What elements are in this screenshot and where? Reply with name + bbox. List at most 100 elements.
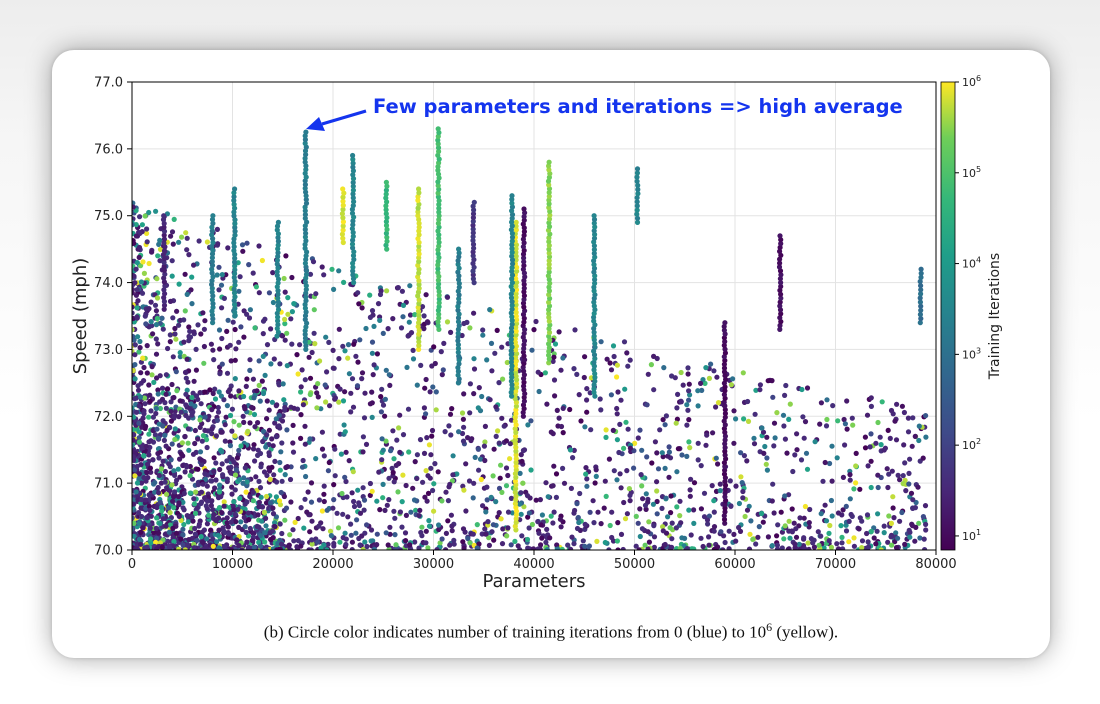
data-point (864, 412, 871, 418)
data-point (435, 137, 441, 143)
data-point (219, 449, 225, 455)
data-point (198, 457, 205, 463)
data-point (282, 289, 288, 295)
data-point (893, 530, 899, 536)
data-point (496, 485, 503, 491)
data-point (147, 525, 153, 531)
data-point (240, 248, 246, 254)
data-point (261, 509, 267, 515)
data-point (262, 530, 269, 536)
data-point (178, 409, 184, 415)
data-point (313, 456, 319, 462)
data-point (257, 398, 263, 404)
data-point (621, 445, 627, 451)
data-point (645, 546, 651, 550)
data-point (695, 403, 701, 409)
data-point (542, 370, 549, 376)
data-point (415, 197, 421, 203)
data-point (591, 220, 597, 226)
data-point (256, 358, 262, 364)
data-point (546, 269, 552, 275)
data-point (315, 381, 321, 387)
data-point (186, 252, 192, 258)
data-point (395, 285, 401, 291)
x-tick-label: 10000 (212, 557, 253, 572)
data-point (161, 298, 167, 305)
data-point (161, 302, 168, 308)
data-point (362, 539, 368, 545)
data-point (403, 512, 409, 519)
data-point (247, 307, 253, 313)
data-point (384, 199, 390, 205)
data-point (328, 533, 334, 539)
data-point (615, 520, 621, 526)
data-point (148, 540, 154, 546)
data-point (700, 377, 706, 383)
data-point (386, 372, 392, 378)
data-point (251, 442, 257, 448)
data-point (231, 244, 237, 250)
data-point (721, 392, 728, 398)
data-point (456, 361, 462, 367)
data-point (801, 545, 808, 550)
data-point (349, 376, 356, 382)
data-point (499, 415, 505, 421)
data-point (242, 405, 248, 412)
data-point (143, 497, 149, 503)
data-point (674, 416, 681, 422)
data-point (242, 524, 248, 530)
data-point (303, 286, 309, 293)
data-point (289, 309, 295, 315)
data-point (184, 247, 190, 253)
data-point (429, 433, 435, 439)
data-point (546, 242, 552, 249)
data-point (686, 439, 692, 445)
data-point (302, 185, 308, 191)
data-point (320, 526, 326, 532)
data-point (361, 497, 368, 503)
data-point (449, 406, 455, 412)
data-point (302, 159, 308, 165)
data-point (232, 301, 238, 308)
data-point (279, 541, 285, 547)
data-point (635, 520, 641, 526)
data-point (161, 232, 167, 238)
data-point (426, 523, 433, 529)
data-point (556, 415, 562, 421)
data-point (252, 458, 258, 464)
data-point (765, 378, 771, 384)
data-point (186, 415, 192, 421)
data-point (822, 502, 828, 508)
data-point (771, 510, 777, 516)
data-point (778, 291, 784, 297)
data-point (512, 339, 519, 345)
data-point (918, 287, 924, 293)
data-point (678, 520, 684, 526)
data-point (508, 336, 514, 343)
data-point (455, 368, 461, 374)
data-point (431, 344, 437, 350)
data-point (288, 464, 294, 470)
data-point (614, 538, 621, 544)
data-point (521, 232, 527, 238)
data-point (326, 459, 332, 466)
data-point (489, 529, 495, 535)
data-point (520, 480, 526, 486)
data-point (386, 497, 392, 503)
data-point (546, 258, 552, 264)
data-point (279, 478, 285, 484)
data-point (176, 239, 182, 245)
data-point (662, 541, 668, 548)
data-point (916, 520, 922, 526)
data-point (752, 411, 758, 417)
data-point (413, 507, 419, 513)
data-point (276, 380, 282, 386)
data-point (918, 307, 924, 313)
data-point (244, 240, 250, 246)
data-point (722, 441, 728, 447)
data-point (343, 478, 349, 485)
data-point (459, 410, 466, 416)
y-tick-label: 72.0 (94, 410, 123, 425)
data-point (176, 281, 182, 287)
data-point (232, 326, 238, 333)
